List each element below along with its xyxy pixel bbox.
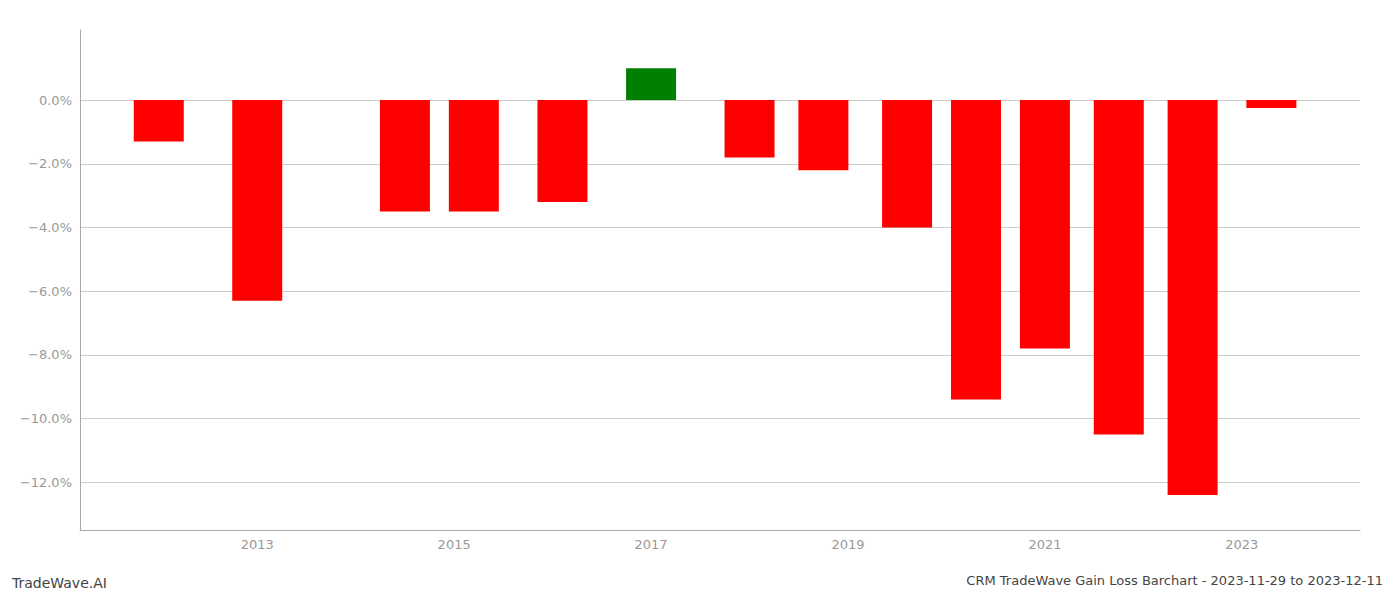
svg-text:0.0%: 0.0% — [39, 93, 72, 108]
svg-text:TradeWave.AI: TradeWave.AI — [11, 575, 107, 591]
svg-text:−4.0%: −4.0% — [28, 220, 72, 235]
svg-text:2017: 2017 — [635, 537, 668, 552]
svg-text:−12.0%: −12.0% — [20, 475, 72, 490]
svg-text:−8.0%: −8.0% — [28, 347, 72, 362]
svg-text:CRM TradeWave Gain Loss Barcha: CRM TradeWave Gain Loss Barchart - 2023-… — [966, 573, 1383, 588]
svg-text:2013: 2013 — [241, 537, 274, 552]
svg-text:2021: 2021 — [1028, 537, 1061, 552]
svg-text:2015: 2015 — [438, 537, 471, 552]
svg-text:−2.0%: −2.0% — [28, 156, 72, 171]
svg-text:−6.0%: −6.0% — [28, 284, 72, 299]
svg-text:2019: 2019 — [831, 537, 864, 552]
svg-text:−10.0%: −10.0% — [20, 411, 72, 426]
svg-text:2023: 2023 — [1225, 537, 1258, 552]
